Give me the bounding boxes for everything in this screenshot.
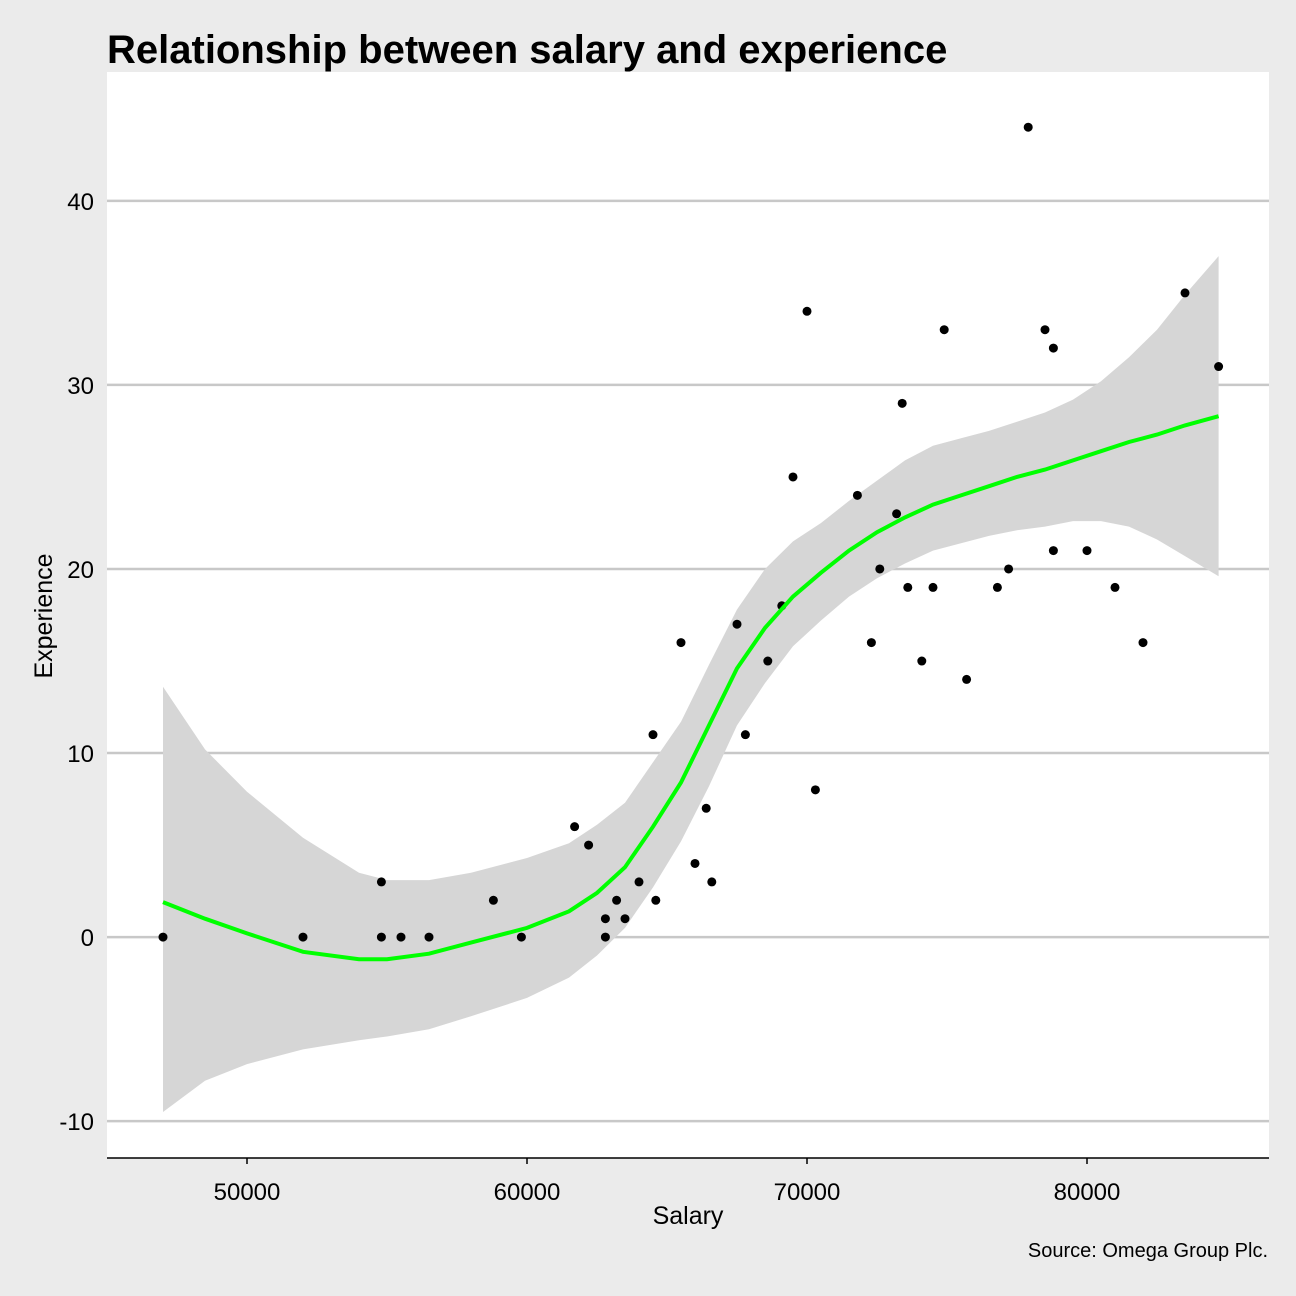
- x-tick-label: 80000: [1054, 1179, 1121, 1206]
- data-point: [1048, 546, 1058, 556]
- y-tick-label: 10: [67, 741, 94, 768]
- x-axis-ticks: 50000 60000 70000 80000: [214, 1158, 1121, 1206]
- data-point: [802, 306, 812, 316]
- y-tick-label: -10: [59, 1109, 94, 1136]
- data-point: [376, 877, 386, 887]
- data-point: [600, 914, 610, 924]
- data-point: [788, 472, 798, 482]
- data-point: [424, 932, 434, 942]
- data-point: [516, 932, 526, 942]
- y-tick-label: 40: [67, 189, 94, 216]
- smooth-line: [162, 414, 1220, 962]
- data-point: [690, 858, 700, 868]
- y-tick-label: 30: [67, 373, 94, 400]
- data-point: [810, 785, 820, 795]
- data-point: [866, 638, 876, 648]
- data-point: [903, 582, 913, 592]
- data-point: [939, 325, 949, 335]
- x-axis-title: Salary: [653, 1202, 724, 1230]
- data-point: [992, 582, 1002, 592]
- data-point: [488, 895, 498, 905]
- data-point: [1048, 343, 1058, 353]
- data-point: [701, 803, 711, 813]
- x-tick-label: 60000: [494, 1179, 561, 1206]
- data-point: [600, 932, 610, 942]
- data-point: [917, 656, 927, 666]
- data-point: [1082, 546, 1092, 556]
- chart-title: Relationship between salary and experien…: [107, 28, 948, 72]
- data-point: [928, 582, 938, 592]
- y-axis-ticks: -10 0 10 20 30 40: [59, 189, 94, 1136]
- data-point: [158, 932, 168, 942]
- confidence-ribbon: [163, 256, 1219, 1113]
- data-point: [298, 932, 308, 942]
- data-point: [648, 730, 658, 740]
- x-tick-label: 70000: [774, 1179, 841, 1206]
- data-point: [763, 656, 773, 666]
- data-point: [1180, 288, 1190, 298]
- data-point: [962, 674, 972, 684]
- data-point: [584, 840, 594, 850]
- data-point: [612, 895, 622, 905]
- data-point: [676, 638, 686, 648]
- data-point: [1110, 582, 1120, 592]
- data-point: [707, 877, 717, 887]
- data-point: [620, 914, 630, 924]
- data-point: [897, 398, 907, 408]
- data-point: [1214, 362, 1224, 372]
- data-point: [875, 564, 885, 574]
- data-point: [852, 490, 862, 500]
- data-point: [376, 932, 386, 942]
- y-tick-label: 0: [81, 925, 94, 952]
- data-point: [396, 932, 406, 942]
- data-point: [570, 822, 580, 832]
- source-caption: Source: Omega Group Plc.: [1027, 1240, 1268, 1262]
- data-points: [158, 122, 1224, 942]
- y-tick-label: 20: [67, 557, 94, 584]
- data-point: [1004, 564, 1014, 574]
- data-point: [1023, 122, 1033, 132]
- data-point: [732, 619, 742, 629]
- data-point: [1138, 638, 1148, 648]
- x-tick-label: 50000: [214, 1179, 281, 1206]
- data-point: [1040, 325, 1050, 335]
- data-point: [651, 895, 661, 905]
- data-point: [634, 877, 644, 887]
- data-point: [892, 509, 902, 519]
- y-axis-title: Experience: [30, 553, 58, 678]
- data-point: [740, 730, 750, 740]
